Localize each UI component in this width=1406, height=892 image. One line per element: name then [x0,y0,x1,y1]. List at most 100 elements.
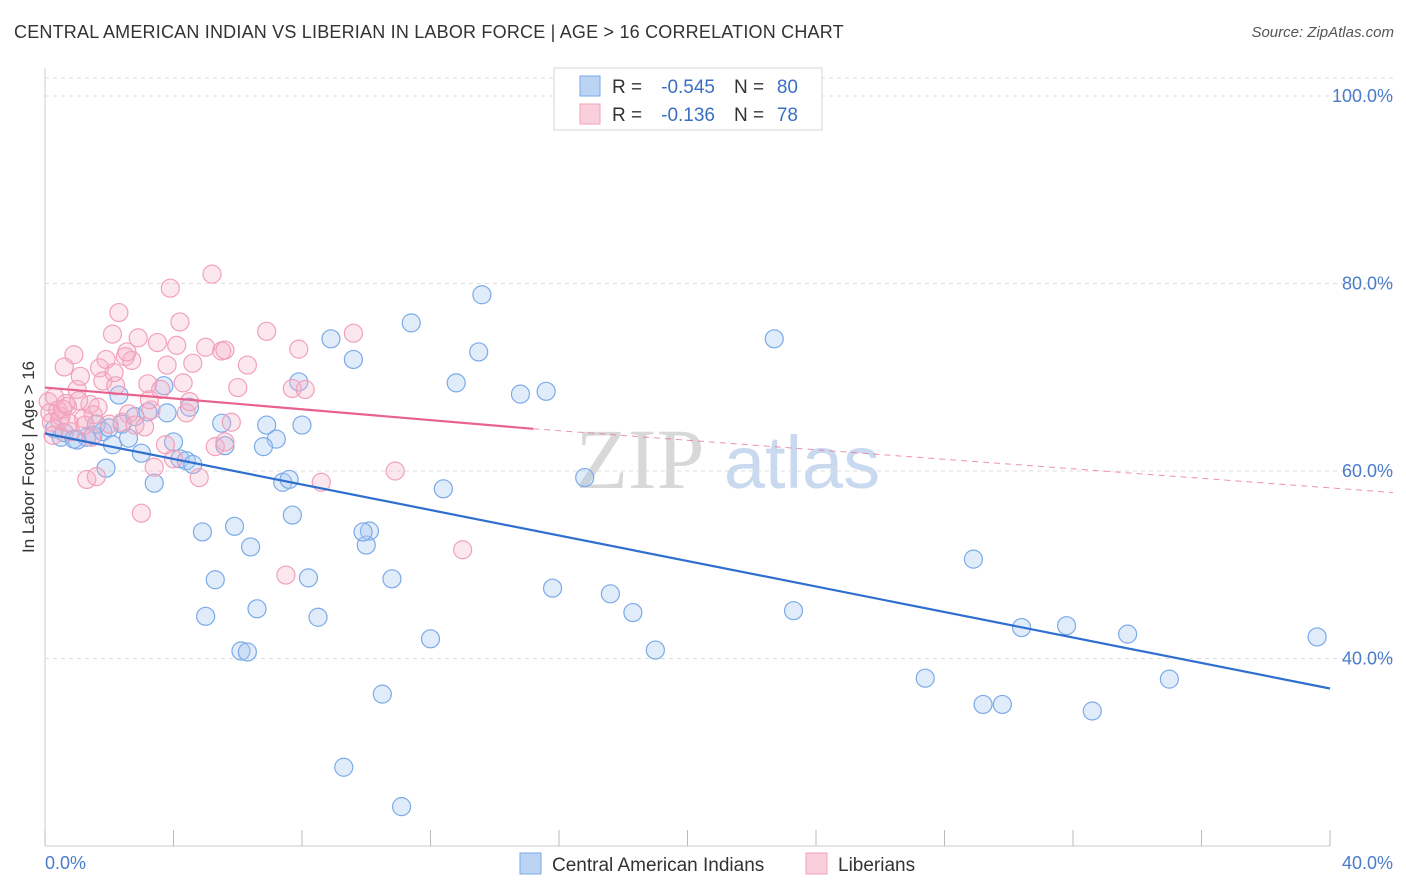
data-point-lib-61 [385,461,405,481]
data-point-cai-65 [1118,624,1138,644]
data-point-cai-57 [783,601,804,621]
data-point-lib-46 [196,337,216,357]
data-point-cai-43 [391,797,412,817]
data-point-cai-18 [179,397,200,417]
data-point-cai-51 [542,578,563,598]
legend-r-label-2: R = [612,105,642,126]
y-tick-label-60: 60.0% [1342,461,1393,481]
y-tick-label-40: 40.0% [1342,649,1393,669]
data-point-cai-41 [372,684,392,704]
data-point-lib-55 [276,565,296,585]
data-point-cai-26 [247,599,267,619]
data-point-cai-15 [157,403,177,423]
watermark-zip: ZIP [576,411,705,507]
data-point-lib-72 [104,362,124,383]
x-tick-label-min: 0.0% [45,853,86,873]
x-tick-label-max: 40.0% [1342,853,1393,873]
data-point-cai-31 [282,505,302,525]
bottom-legend-swatch-central-american-indians [519,852,542,875]
data-point-lib-52 [228,377,248,398]
data-point-lib-65 [53,399,73,419]
data-point-cai-38 [343,349,363,370]
data-point-lib-21 [102,324,123,344]
data-point-lib-30 [131,503,151,523]
data-point-lib-11 [70,366,90,386]
bottom-legend-swatch-liberians [805,852,828,875]
data-point-lib-68 [69,391,89,411]
trend-line-lib-extension [533,428,1394,494]
data-point-cai-67 [1307,627,1327,647]
trend-lines [44,386,1394,690]
y-axis-label: In Labor Force | Age > 16 [19,361,38,553]
data-point-cai-77 [237,642,257,662]
y-tick-label-80: 80.0% [1342,274,1393,294]
bottom-legend: Central American Indians Liberians [519,852,915,876]
legend-n-label-2: N = [734,105,764,126]
data-point-cai-61 [992,694,1012,715]
data-point-lib-37 [157,355,177,375]
data-point-cai-36 [321,329,341,349]
data-point-cai-37 [334,757,354,777]
series-central-american-indians [45,285,1327,817]
data-point-cai-56 [764,329,784,349]
data-point-lib-28 [125,415,145,435]
data-point-lib-29 [128,328,148,348]
data-point-cai-46 [446,373,466,393]
data-point-cai-34 [298,568,319,588]
data-point-cai-79 [420,629,441,649]
data-point-lib-35 [147,332,168,353]
legend-swatch-liberians [579,103,601,125]
data-point-lib-67 [59,413,79,433]
data-point-lib-40 [167,335,187,355]
data-point-lib-54 [257,321,277,341]
data-point-cai-58 [915,668,935,688]
trend-line-lib [44,386,534,430]
data-point-cai-13 [144,473,164,493]
data-point-cai-66 [1159,669,1179,689]
data-point-lib-69 [75,415,95,435]
data-point-lib-38 [160,278,180,298]
data-point-cai-54 [623,602,643,623]
data-point-cai-78 [353,522,373,542]
data-point-lib-62 [453,540,473,560]
data-point-cai-14 [154,376,174,396]
legend-n-value-1: 80 [777,77,798,98]
data-point-lib-53 [237,355,257,375]
legend-n-label-1: N = [734,77,764,98]
series-liberians [38,264,473,585]
data-point-lib-75 [155,435,176,455]
data-point-cai-47 [469,342,489,362]
data-point-lib-23 [109,302,129,323]
data-point-cai-33 [292,415,312,435]
data-point-lib-31 [134,417,155,437]
data-point-lib-50 [215,340,235,360]
data-point-cai-12 [138,402,158,422]
data-point-cai-71 [253,437,274,457]
data-point-cai-25 [241,537,261,557]
legend-r-label-1: R = [612,77,642,98]
legend-n-value-2: 78 [777,105,798,126]
data-point-cai-48 [472,285,492,305]
data-point-lib-60 [343,323,363,343]
data-point-cai-30 [279,469,299,490]
legend: R = -0.545 N = 80 R = -0.136 N = 78 [553,67,823,131]
trend-line-cai [44,432,1331,690]
legend-r-value-2: -0.136 [661,105,715,126]
data-point-cai-27 [257,415,277,435]
data-point-cai-42 [382,569,402,589]
x-tick-marks [44,830,1331,846]
data-point-cai-24 [231,641,251,661]
data-point-lib-9 [64,345,84,365]
data-point-lib-47 [202,264,222,284]
data-point-lib-16 [86,467,107,487]
y-tick-labels: 40.0% 60.0% 80.0% 100.0% [1332,86,1393,669]
data-point-lib-51 [221,412,241,432]
data-point-lib-77 [215,432,235,452]
data-point-cai-45 [433,479,453,499]
data-point-cai-55 [645,640,665,660]
data-point-lib-58 [295,379,315,400]
legend-swatch-central-american-indians [579,75,601,97]
data-point-lib-73 [117,342,137,362]
data-point-cai-63 [1056,616,1077,636]
